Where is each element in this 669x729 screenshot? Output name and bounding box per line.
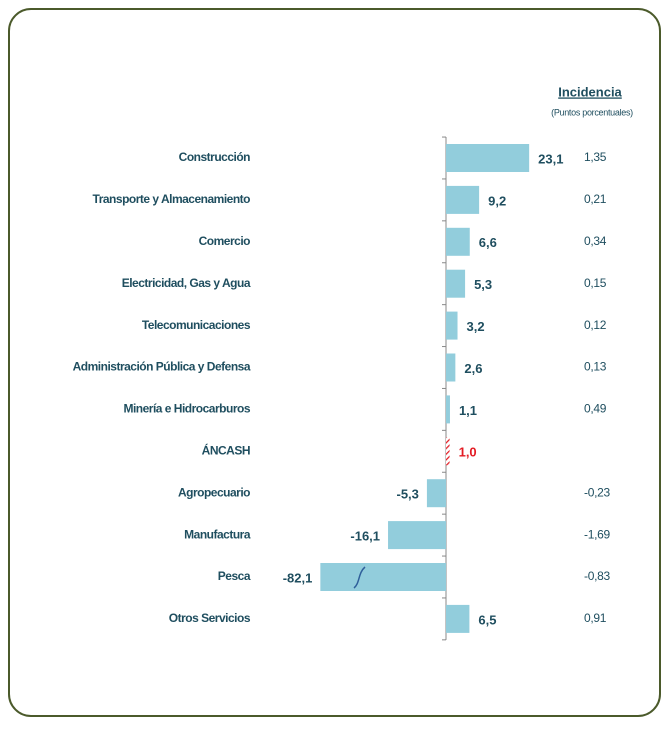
category-label: Minería e Hidrocarburos: [123, 402, 250, 416]
incidence-title: Incidencia: [558, 84, 622, 99]
value-label: 1,1: [459, 403, 477, 418]
bar: [446, 437, 450, 466]
value-label: 3,2: [467, 319, 485, 334]
category-label: Telecomunicaciones: [142, 318, 251, 332]
value-label: -5,3: [397, 487, 419, 502]
category-label: Manufactura: [184, 527, 251, 541]
value-label: -16,1: [350, 529, 380, 544]
bar: [446, 353, 456, 382]
bar: [446, 311, 458, 340]
category-label: Construcción: [179, 150, 251, 164]
category-label: Otros Servicios: [169, 611, 251, 625]
frame: [8, 8, 661, 717]
incidence-label: -1,69: [584, 527, 610, 541]
bar: [446, 144, 530, 172]
category-label: Electricidad, Gas y Agua: [122, 276, 251, 290]
bar: [446, 227, 470, 256]
category-label: ÁNCASH: [202, 442, 250, 457]
incidence-label: 1,35: [584, 150, 607, 164]
incidence-label: 0,21: [584, 192, 607, 206]
bar: [426, 479, 446, 508]
bar: [446, 185, 480, 214]
category-label: Comercio: [199, 234, 251, 248]
bar: [320, 563, 446, 591]
incidence-label: 0,13: [584, 360, 607, 374]
bar: [388, 521, 446, 550]
bar: [446, 395, 450, 424]
value-label: 6,6: [479, 235, 497, 250]
value-label: 1,0: [459, 445, 477, 460]
bar: [446, 269, 466, 298]
incidence-subtitle: (Puntos porcentuales): [551, 107, 633, 117]
bar: [446, 604, 470, 633]
incidence-label: 0,34: [584, 234, 607, 248]
incidence-label: -0,83: [584, 569, 610, 583]
value-label: 23,1: [538, 151, 563, 166]
value-label: 9,2: [488, 193, 506, 208]
value-label: 6,5: [478, 612, 496, 627]
incidence-label: 0,91: [584, 611, 607, 625]
incidence-label: -0,23: [584, 485, 610, 499]
value-label: 5,3: [474, 277, 492, 292]
category-label: Transporte y Almacenamiento: [93, 192, 251, 206]
category-label: Agropecuario: [178, 485, 250, 499]
incidence-label: 0,49: [584, 402, 607, 416]
incidence-label: 0,15: [584, 276, 607, 290]
category-label: Administración Pública y Defensa: [73, 360, 251, 374]
axis-break: [353, 566, 366, 589]
value-label: 2,6: [464, 361, 482, 376]
category-label: Pesca: [218, 569, 251, 583]
incidence-label: 0,12: [584, 318, 607, 332]
value-label: -82,1: [283, 570, 313, 585]
